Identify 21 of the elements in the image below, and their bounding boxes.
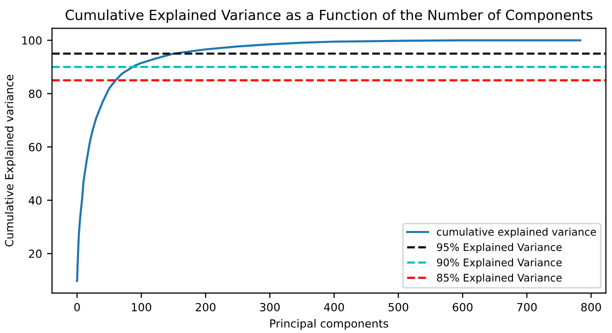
legend-label: 90% Explained Variance: [436, 258, 562, 268]
y-tick-label: 40: [28, 196, 42, 205]
y-tick-label: 20: [28, 250, 42, 258]
y-tick-label: 100: [22, 36, 42, 45]
legend-label: 95% Explained Variance: [436, 243, 562, 254]
x-tick-label: 0: [74, 302, 80, 312]
x-tick-label: 300: [260, 302, 280, 312]
x-tick-label: 600: [452, 302, 472, 312]
x-tick-label: 200: [196, 302, 216, 312]
y-tick-label: 60: [28, 142, 42, 152]
x-tick-label: 100: [132, 302, 152, 312]
legend-label: 85% Explained Variance: [437, 274, 562, 284]
x-tick-label: 800: [581, 302, 601, 312]
x-tick-label: 400: [324, 302, 344, 312]
x-axis-title: Principal components: [270, 319, 388, 330]
y-axis-title: Cumulative Explained variance: [4, 74, 16, 246]
x-tick-label: 700: [517, 302, 537, 312]
legend-label: cumulative explained variance: [436, 228, 596, 238]
chart-title: Cumulative Explained Variance as a Function of the Number of Components: [66, 9, 592, 23]
x-tick-label: 500: [388, 302, 408, 312]
y-tick-label: 80: [28, 90, 42, 98]
